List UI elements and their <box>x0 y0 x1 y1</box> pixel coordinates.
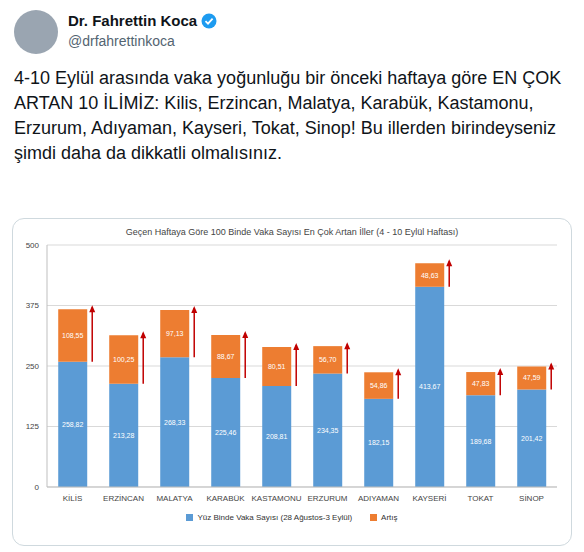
svg-text:268,33: 268,33 <box>164 419 186 426</box>
svg-text:KASTAMONU: KASTAMONU <box>251 494 301 503</box>
svg-text:234,35: 234,35 <box>317 427 339 434</box>
svg-text:413,67: 413,67 <box>419 383 441 390</box>
html-text:Dr. Fahrettin Koca: Dr. Fahrettin Koca <box>68 12 198 29</box>
svg-text:SİNOP: SİNOP <box>519 494 544 503</box>
svg-text:47,59: 47,59 <box>523 374 541 381</box>
html-text:Geçen Haftaya Göre 100 Binde V: Geçen Haftaya Göre 100 Binde Vaka Sayısı… <box>125 227 459 237</box>
svg-text:201,42: 201,42 <box>521 435 543 442</box>
svg-text:KİLİS: KİLİS <box>63 494 83 503</box>
svg-text:48,63: 48,63 <box>421 272 439 279</box>
html-text:@drfahrettinkoca: @drfahrettinkoca <box>68 33 175 49</box>
svg-text:88,67: 88,67 <box>217 353 235 360</box>
html-text:Yüz Binde Vaka Sayısı (28 Ağus: Yüz Binde Vaka Sayısı (28 Ağustos-3 Eylü… <box>197 513 353 522</box>
svg-text:225,46: 225,46 <box>215 429 237 436</box>
svg-text:54,86: 54,86 <box>370 382 388 389</box>
svg-text:56,70: 56,70 <box>319 356 337 363</box>
svg-text:ERZURUM: ERZURUM <box>308 494 348 503</box>
svg-text:47,83: 47,83 <box>472 380 490 387</box>
svg-text:KARABÜK: KARABÜK <box>206 494 245 503</box>
svg-text:97,13: 97,13 <box>166 330 184 337</box>
svg-text:ERZİNCAN: ERZİNCAN <box>103 494 144 503</box>
svg-text:0: 0 <box>35 483 40 492</box>
svg-text:TOKAT: TOKAT <box>468 494 494 503</box>
svg-text:KAYSERİ: KAYSERİ <box>412 494 446 503</box>
svg-text:500: 500 <box>26 241 40 250</box>
svg-text:ADIYAMAN: ADIYAMAN <box>358 494 399 503</box>
html-text:4-10 Eylül arasında vaka yoğun: 4-10 Eylül arasında vaka yoğunluğu bir ö… <box>14 68 562 163</box>
svg-text:258,82: 258,82 <box>62 421 84 428</box>
svg-text:250: 250 <box>26 362 40 371</box>
svg-text:208,81: 208,81 <box>266 433 288 440</box>
svg-text:189,68: 189,68 <box>470 438 492 445</box>
svg-text:80,51: 80,51 <box>268 363 286 370</box>
svg-text:182,15: 182,15 <box>368 439 390 446</box>
svg-text:100,25: 100,25 <box>113 356 135 363</box>
svg-text:MALATYA: MALATYA <box>156 494 193 503</box>
svg-text:375: 375 <box>26 301 40 310</box>
svg-text:125: 125 <box>26 422 40 431</box>
svg-text:108,55: 108,55 <box>62 332 84 339</box>
svg-text:213,28: 213,28 <box>113 432 135 439</box>
html-text:Artış: Artış <box>381 513 398 522</box>
